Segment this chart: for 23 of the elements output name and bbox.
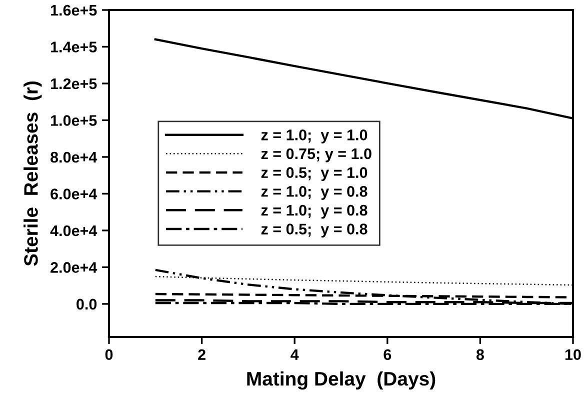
y-tick-label: 1.6e+5	[51, 4, 97, 16]
y-tick-label: 2.0e+4	[50, 262, 98, 273]
x-tick-label: 8	[476, 349, 484, 360]
y-axis-title: Sterile Releases (r)	[24, 82, 42, 266]
legend-label: z = 1.0; y = 0.8	[261, 204, 368, 219]
x-tick-label: 0	[105, 349, 113, 360]
y-tick-label: 1.4e+5	[51, 42, 97, 52]
x-tick-label: 6	[384, 349, 392, 360]
y-tick-label: 8.0e+4	[50, 152, 98, 163]
y-tick-label: 6.0e+4	[50, 188, 98, 200]
legend-label: z = 0.5; y = 1.0	[261, 167, 368, 182]
x-tick-label: 2	[198, 349, 206, 360]
y-tick-label: 4.0e+4	[50, 225, 98, 236]
y-tick-label: 1.2e+5	[51, 78, 97, 90]
x-axis-title: Mating Delay (Days)	[247, 371, 436, 390]
legend-label: z = 1.0; y = 1.0	[261, 130, 368, 144]
x-tick-label: 10	[565, 349, 581, 360]
x-tick-label: 4	[290, 349, 299, 360]
legend-label: z = 1.0; y = 0.8	[261, 186, 368, 200]
y-tick-label: 1.0e+5	[51, 115, 97, 126]
legend-label: z = 0.75; y = 1.0	[261, 148, 372, 162]
legend-label: z = 0.5; y = 0.8	[261, 224, 368, 238]
y-tick-label: 0.0	[76, 298, 97, 310]
